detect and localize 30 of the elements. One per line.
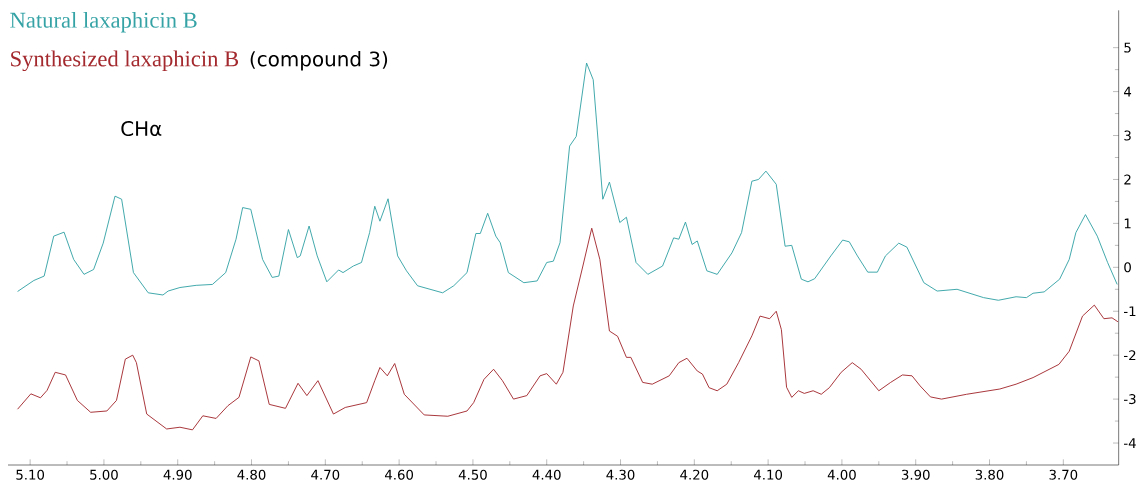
y-tick-label: 4 <box>1124 86 1132 97</box>
x-tick-label: 4.90 <box>163 469 192 480</box>
x-tick-label: 3.90 <box>901 469 930 480</box>
y-tick-label: 1 <box>1124 218 1131 229</box>
y-tick-label: -2 <box>1124 350 1136 361</box>
y-tick-label: -4 <box>1124 438 1136 448</box>
text: Synthesized laxaphicin B <box>11 50 239 72</box>
y-tick-label: -3 <box>1124 394 1136 405</box>
annotation: CHα <box>121 121 162 137</box>
y-tick-label: 3 <box>1124 130 1131 141</box>
text: Natural laxaphicin B <box>10 11 197 33</box>
x-tick-label: 4.30 <box>606 469 635 480</box>
y-tick-label: 2 <box>1124 174 1131 185</box>
y-tick-label: 0 <box>1124 262 1131 273</box>
x-tick-label: 4.60 <box>384 469 414 480</box>
x-tick-label: 5.10 <box>16 469 45 480</box>
y-tick-label: 5 <box>1124 42 1131 53</box>
x-tick-label: 4.70 <box>311 469 340 480</box>
x-tick-label: 5.00 <box>90 469 118 480</box>
y-tick-label: -1 <box>1124 306 1136 317</box>
x-tick-label: 4.10 <box>753 469 783 480</box>
annotation: (compound 3) <box>250 51 388 71</box>
x-tick-label: 4.50 <box>458 469 487 480</box>
x-tick-label: 4.20 <box>680 469 709 480</box>
x-tick-label: 4.00 <box>827 469 856 480</box>
line-series <box>17 227 1119 431</box>
x-tick-label: 4.80 <box>237 469 266 480</box>
x-tick-label: 3.80 <box>975 469 1004 480</box>
x-tick-label: 3.70 <box>1049 469 1078 480</box>
x-tick-label: 4.40 <box>532 469 561 480</box>
